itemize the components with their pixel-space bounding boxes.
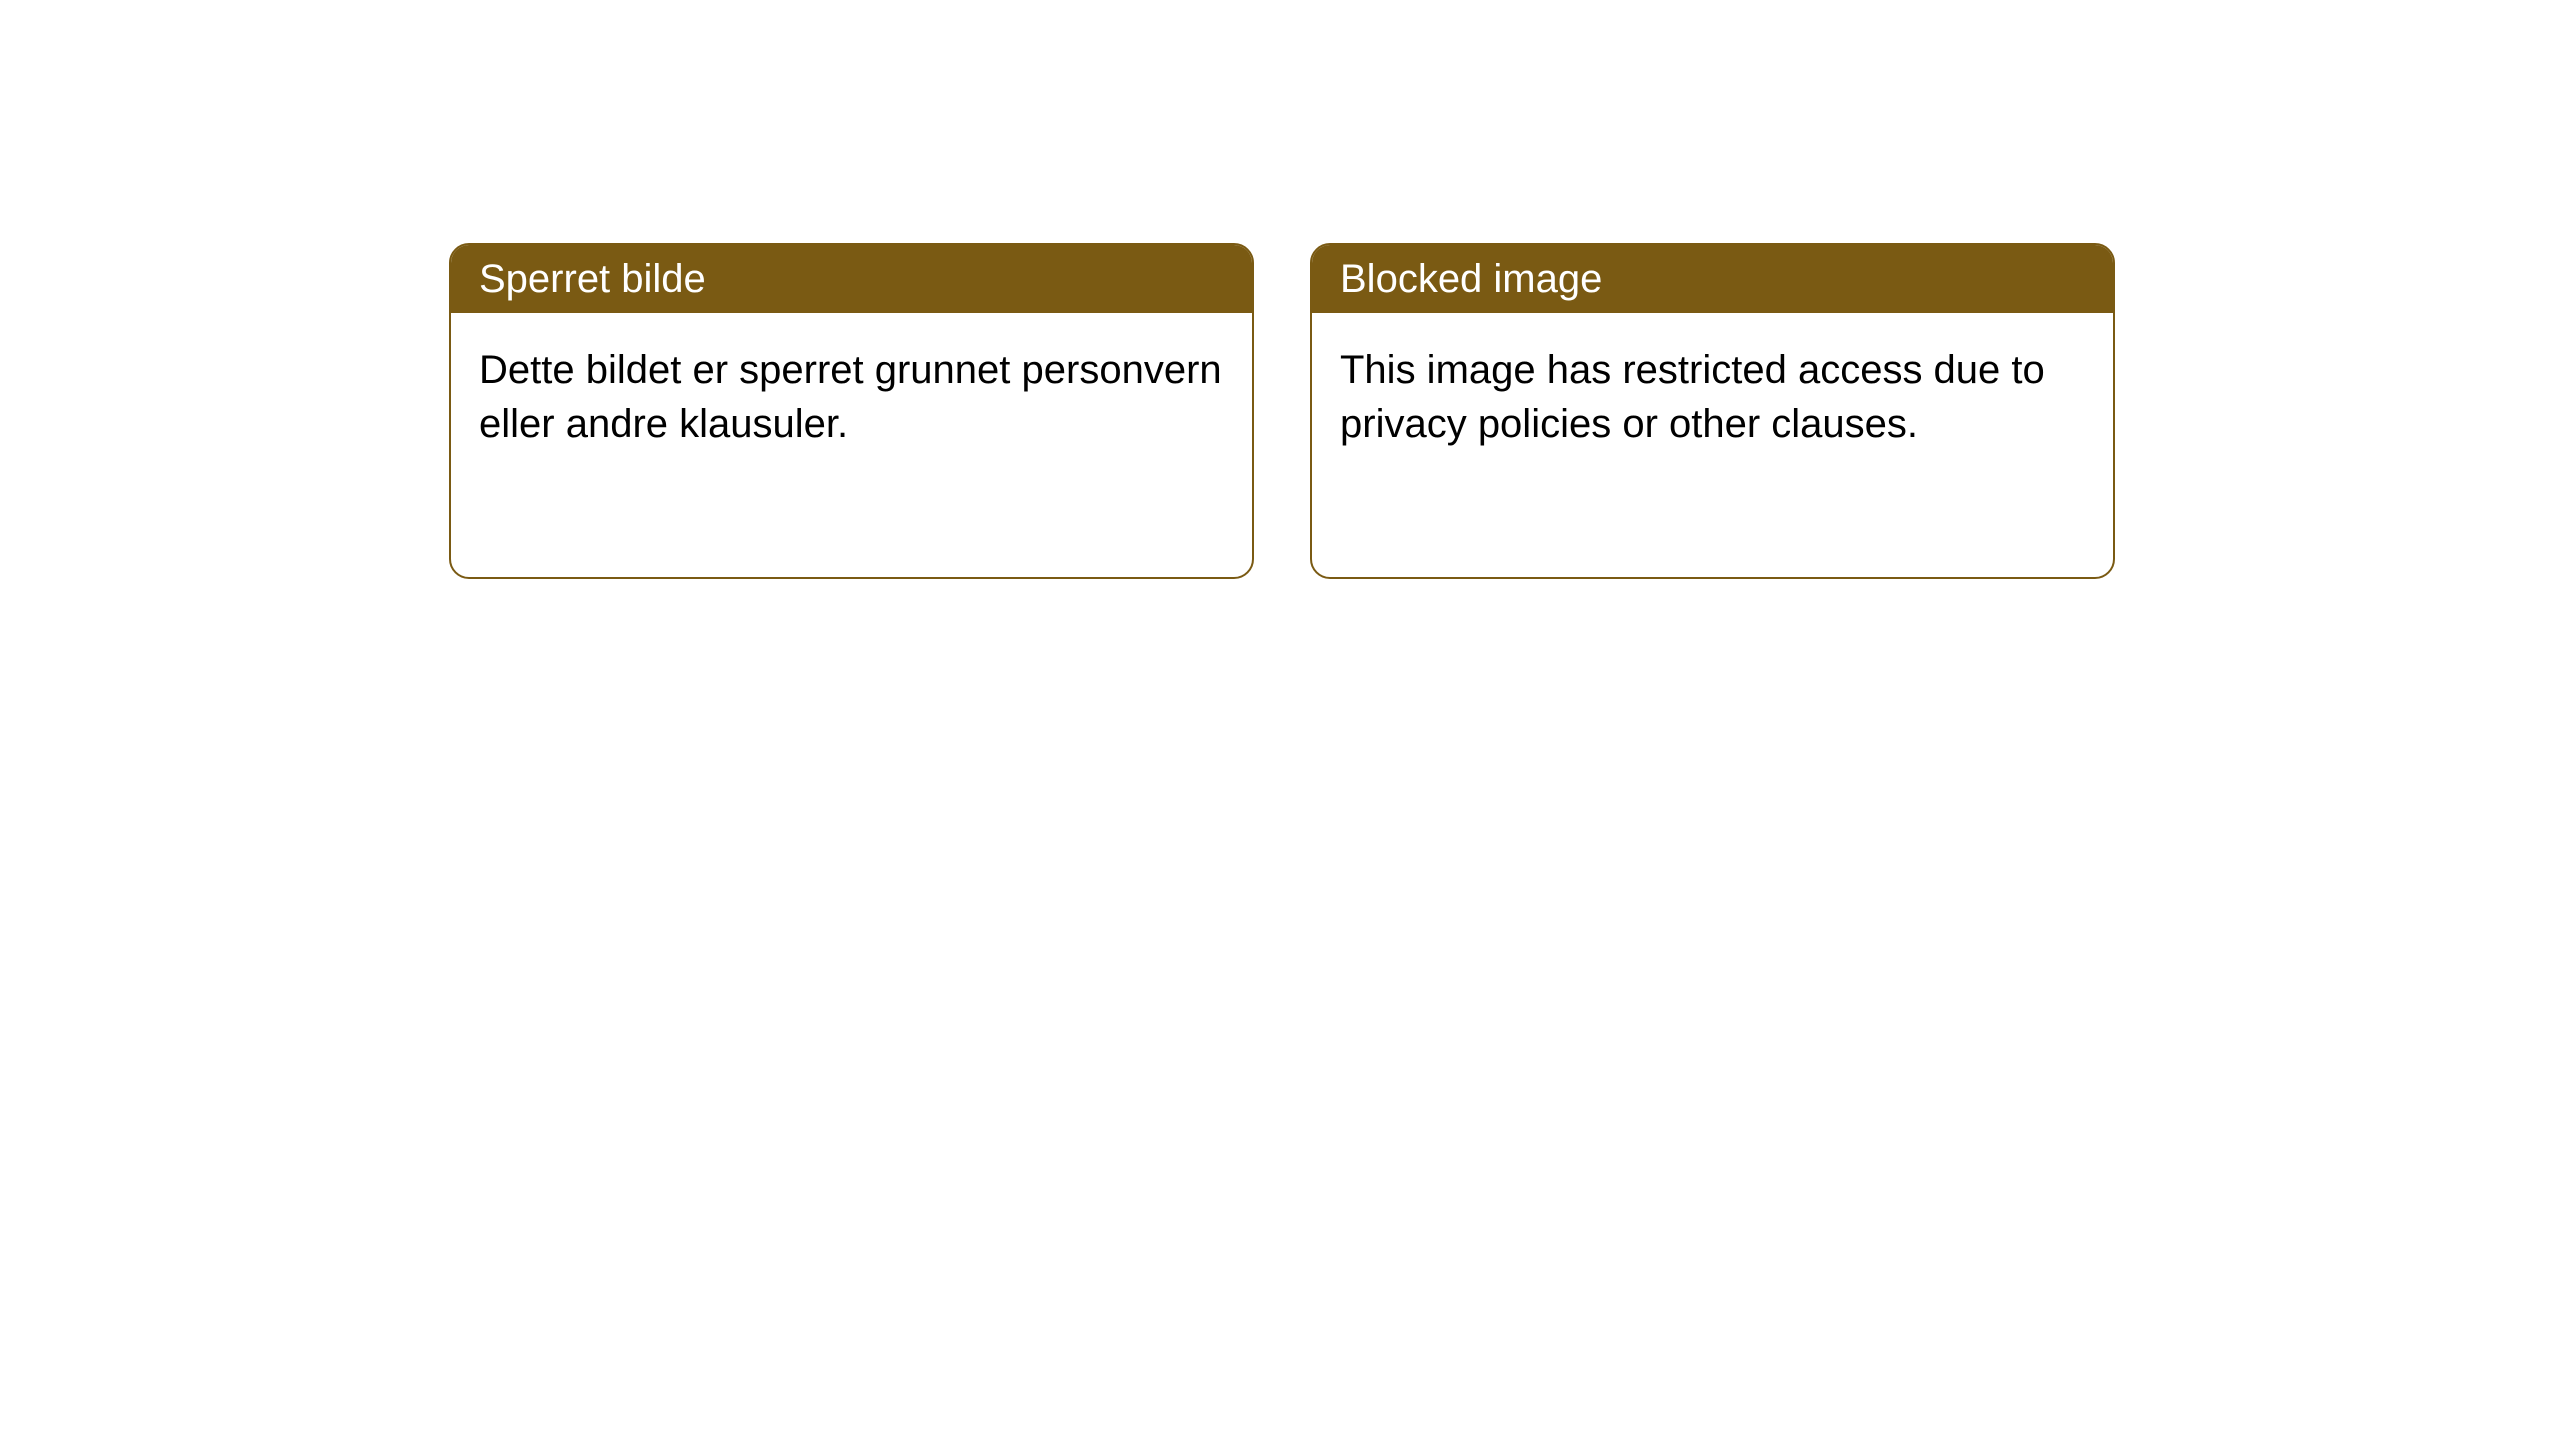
notice-body-english: This image has restricted access due to …	[1312, 313, 2113, 481]
notice-header-norwegian: Sperret bilde	[451, 245, 1252, 313]
notice-header-english: Blocked image	[1312, 245, 2113, 313]
notice-body-norwegian: Dette bildet er sperret grunnet personve…	[451, 313, 1252, 481]
notice-box-norwegian: Sperret bilde Dette bildet er sperret gr…	[449, 243, 1254, 579]
notice-container: Sperret bilde Dette bildet er sperret gr…	[449, 243, 2115, 579]
notice-box-english: Blocked image This image has restricted …	[1310, 243, 2115, 579]
